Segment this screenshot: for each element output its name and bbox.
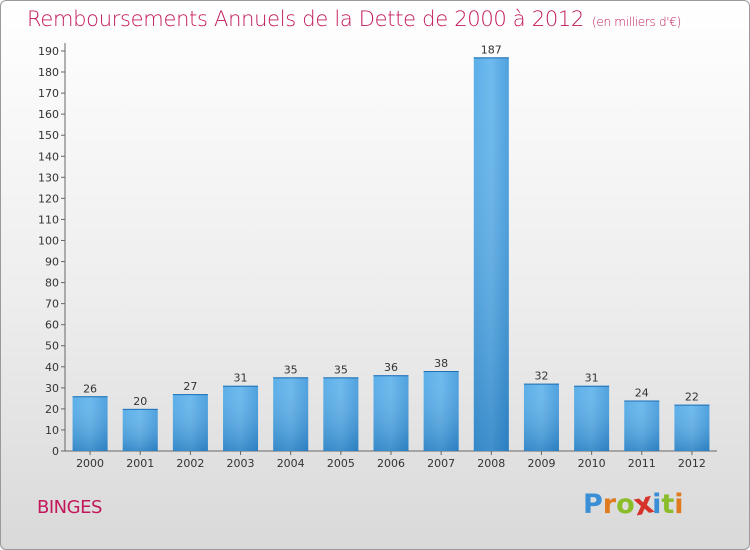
bar-shading bbox=[72, 396, 108, 451]
y-tick-label: 160 bbox=[38, 108, 59, 121]
bar-shading bbox=[473, 57, 509, 451]
data-label: 32 bbox=[534, 370, 548, 383]
y-tick-label: 170 bbox=[38, 87, 59, 100]
x-tick-label: 2000 bbox=[76, 457, 104, 470]
commune-name: BINGES bbox=[37, 497, 102, 518]
chart-data-labels: 26 20 27 31 35 35 36 38 187 32 31 24 22 bbox=[83, 43, 699, 408]
data-label: 35 bbox=[334, 363, 348, 376]
bar-shading bbox=[523, 383, 559, 451]
data-label: 38 bbox=[434, 357, 448, 370]
x-tick-label: 2012 bbox=[678, 457, 706, 470]
bar-shading bbox=[574, 385, 610, 451]
y-tick-label: 150 bbox=[38, 129, 59, 142]
x-tick-label: 2011 bbox=[628, 457, 656, 470]
x-tick-label: 2001 bbox=[126, 457, 154, 470]
bar-shading bbox=[674, 404, 710, 451]
y-tick-label: 80 bbox=[45, 277, 59, 290]
data-label: 26 bbox=[83, 382, 97, 395]
data-label: 31 bbox=[585, 372, 599, 385]
bar-shading bbox=[323, 377, 359, 451]
x-tick-label: 2007 bbox=[427, 457, 455, 470]
data-label: 35 bbox=[284, 363, 298, 376]
y-tick-label: 10 bbox=[45, 424, 59, 437]
y-tick-label: 120 bbox=[38, 192, 59, 205]
chart-subtitle: (en milliers d'€) bbox=[592, 15, 682, 29]
y-tick-label: 70 bbox=[45, 298, 59, 311]
data-label: 31 bbox=[234, 372, 248, 385]
bar-shading bbox=[624, 400, 660, 451]
bar-shading bbox=[122, 408, 158, 451]
y-tick-label: 30 bbox=[45, 382, 59, 395]
x-tick-label: 2002 bbox=[176, 457, 204, 470]
logo-letter: P bbox=[583, 489, 603, 520]
y-tick-label: 190 bbox=[38, 45, 59, 58]
x-tick-label: 2010 bbox=[578, 457, 606, 470]
y-tick-label: 50 bbox=[45, 340, 59, 353]
data-label: 187 bbox=[481, 43, 502, 56]
x-tick-label: 2006 bbox=[377, 457, 405, 470]
x-tick-label: 2008 bbox=[477, 457, 505, 470]
y-tick-label: 110 bbox=[38, 213, 59, 226]
bar-shading bbox=[172, 394, 208, 451]
data-label: 24 bbox=[635, 386, 649, 399]
data-label: 36 bbox=[384, 361, 398, 374]
x-tick-label: 2009 bbox=[527, 457, 555, 470]
chart-title-text: Remboursements Annuels de la Dette de 20… bbox=[27, 7, 584, 31]
y-tick-label: 40 bbox=[45, 361, 59, 374]
data-label: 22 bbox=[685, 391, 699, 404]
proxiti-logo: Proxiti bbox=[583, 486, 684, 523]
bar-shading bbox=[223, 385, 259, 451]
x-tick-label: 2003 bbox=[227, 457, 255, 470]
chart-title: Remboursements Annuels de la Dette de 20… bbox=[27, 7, 681, 31]
logo-letter: t bbox=[661, 489, 675, 520]
x-tick-label: 2004 bbox=[277, 457, 305, 470]
y-tick-label: 90 bbox=[45, 256, 59, 269]
logo-letter: i bbox=[674, 489, 684, 520]
bar-shading bbox=[423, 371, 459, 451]
y-tick-label: 180 bbox=[38, 66, 59, 79]
data-label: 27 bbox=[183, 380, 197, 393]
chart-axes: 0 10 20 30 40 50 60 70 80 90 100 110 120 130 140 150 160… bbox=[38, 43, 717, 470]
x-tick-label: 2005 bbox=[327, 457, 355, 470]
y-tick-label: 0 bbox=[52, 445, 59, 458]
logo-letter: o bbox=[616, 489, 635, 520]
chart-bars bbox=[72, 57, 710, 451]
data-label: 20 bbox=[133, 395, 147, 408]
y-tick-label: 100 bbox=[38, 234, 59, 247]
logo-letter: i bbox=[652, 489, 662, 520]
bar-shading bbox=[273, 377, 309, 451]
bar-shading bbox=[373, 375, 409, 451]
y-tick-label: 140 bbox=[38, 150, 59, 163]
y-tick-label: 20 bbox=[45, 403, 59, 416]
y-tick-label: 130 bbox=[38, 171, 59, 184]
y-tick-label: 60 bbox=[45, 319, 59, 332]
logo-letter: r bbox=[602, 489, 617, 520]
